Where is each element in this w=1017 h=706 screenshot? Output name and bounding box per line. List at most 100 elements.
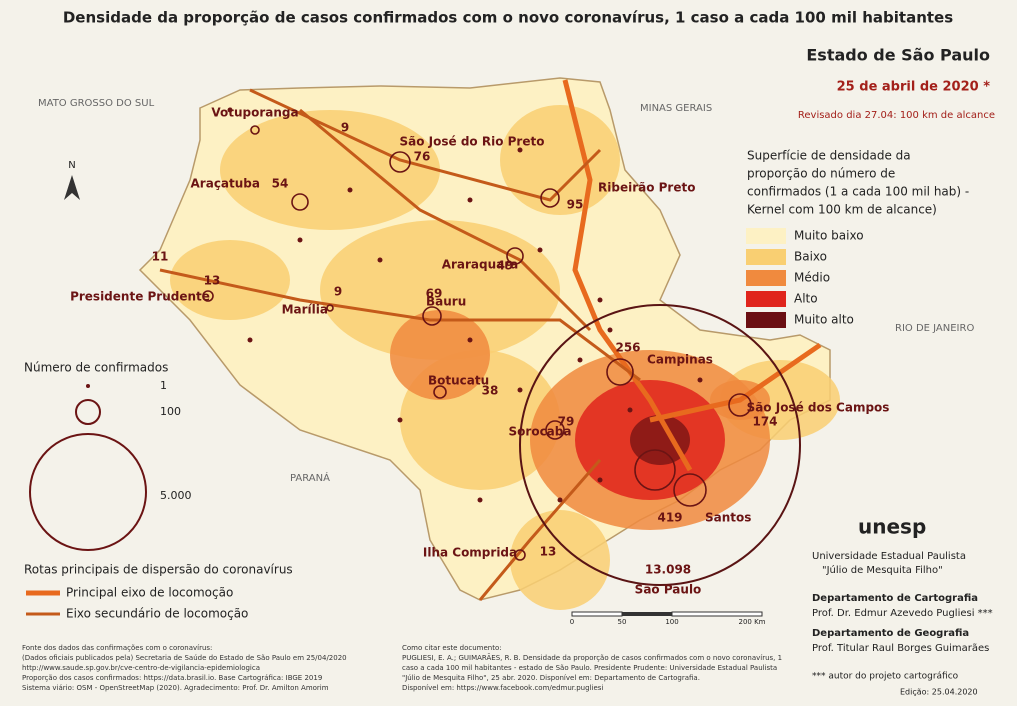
legend-label: Muito baixo xyxy=(794,229,864,243)
city-value: 54 xyxy=(272,177,289,191)
city-name: Araraquara xyxy=(442,258,519,272)
city-symbol xyxy=(606,358,634,386)
city-name: Campinas xyxy=(647,353,713,367)
city-value: 69 xyxy=(426,287,443,301)
city-value: 13 xyxy=(540,545,557,559)
city-value: 38 xyxy=(482,384,499,398)
city-dot xyxy=(227,107,233,113)
city-symbol xyxy=(250,125,260,135)
source-line: (Dados oficiais publicados pela) Secreta… xyxy=(22,654,347,662)
legend-title: Rotas principais de dispersão do coronav… xyxy=(24,563,293,577)
legend-label: Alto xyxy=(794,292,818,306)
city-name: Ilha Comprida xyxy=(423,546,517,560)
city-dot xyxy=(377,257,383,263)
legend-swatch xyxy=(746,291,786,307)
density-area xyxy=(390,310,490,400)
city-name: Bauru xyxy=(426,295,466,309)
city-dot xyxy=(517,147,523,153)
logo: unesp xyxy=(858,515,926,539)
citation-line: PUGLIESI, E. A.; GUIMARÃES, R. B. Densid… xyxy=(402,653,782,662)
legend-symbol xyxy=(29,433,147,551)
city-dot xyxy=(517,387,523,393)
city-dot xyxy=(397,417,403,423)
density-area xyxy=(500,105,620,215)
neighbor-label: MINAS GERAIS xyxy=(640,103,712,114)
city-value: 13 xyxy=(204,274,221,288)
city-symbol xyxy=(389,151,411,173)
secondary-route xyxy=(159,268,641,382)
city-name: São Paulo xyxy=(635,583,702,597)
density-area xyxy=(320,220,560,360)
city-name: Sorocaba xyxy=(509,425,572,439)
city-dot xyxy=(467,337,473,343)
sources: Fonte dos dados das confirmações com o c… xyxy=(22,644,347,692)
legend-title: Número de confirmados xyxy=(24,361,168,375)
city-name: Araçatuba xyxy=(191,177,260,191)
city-name: Votuporanga xyxy=(211,106,298,120)
city-value: 76 xyxy=(414,150,431,164)
neighbor-label: PARANÁ xyxy=(290,471,330,484)
city-value: 174 xyxy=(752,415,777,429)
legend-label: Baixo xyxy=(794,250,827,264)
credit-line: *** autor do projeto cartográfico xyxy=(812,672,959,682)
city-dot xyxy=(477,497,483,503)
scale-segment xyxy=(671,611,763,617)
density-area xyxy=(170,240,290,320)
region: Estado de São Paulo xyxy=(806,46,990,65)
city-value: 9 xyxy=(334,285,342,299)
scale-segment xyxy=(622,612,672,616)
main-route xyxy=(649,342,822,423)
city-value: 49 xyxy=(497,259,514,273)
city-symbol xyxy=(673,473,707,507)
legend-swatch xyxy=(746,228,786,244)
legend-label: Muito alto xyxy=(794,313,854,327)
legend-symbol xyxy=(86,384,90,388)
city-symbol xyxy=(514,549,526,561)
secondary-route xyxy=(299,108,592,332)
credit-line: Departamento de Cartografia xyxy=(812,593,978,604)
city-symbol xyxy=(202,290,214,302)
city-dot xyxy=(597,297,603,303)
city-symbol xyxy=(545,420,565,440)
revision: Revisado dia 27.04: 100 km de alcance xyxy=(798,110,995,121)
legend-swatch xyxy=(746,270,786,286)
date: 25 de abril de 2020 * xyxy=(837,80,991,95)
citation: Como citar este documento:PUGLIESI, E. A… xyxy=(402,644,782,692)
credit-line: "Júlio de Mesquita Filho" xyxy=(822,564,943,576)
city-symbol xyxy=(433,385,447,399)
source-line: Fonte dos dados das confirmações com o c… xyxy=(22,644,212,652)
city-dot xyxy=(577,357,583,363)
scale-segment xyxy=(571,611,623,617)
city-dot xyxy=(297,237,303,243)
legend-swatch xyxy=(746,249,786,265)
title: Densidade da proporção de casos confirma… xyxy=(63,9,953,27)
citation-line: Disponível em: https://www.facebook.com/… xyxy=(402,684,603,692)
city-value: 11 xyxy=(152,250,169,264)
city-symbol xyxy=(506,247,524,265)
citation-line: caso a cada 100 mil habitantes - estado … xyxy=(402,664,777,672)
city-dot xyxy=(597,477,603,483)
city-dot xyxy=(247,337,253,343)
city-symbol xyxy=(326,304,334,312)
city-name: Santos xyxy=(705,511,751,525)
city-symbol xyxy=(422,306,442,326)
density-area xyxy=(510,510,610,610)
city-dot xyxy=(467,197,473,203)
legend-title: confirmados (1 a cada 100 mil hab) - xyxy=(747,185,969,199)
legend-symbol xyxy=(75,399,101,425)
legend-title: Superfície de densidade da xyxy=(747,149,911,163)
city-name: Marília xyxy=(282,303,328,317)
city-value: 95 xyxy=(567,198,584,212)
city-dot xyxy=(537,247,543,253)
city-dot xyxy=(607,327,613,333)
city-symbol xyxy=(291,193,309,211)
neighbor-label: RIO DE JANEIRO xyxy=(895,323,974,334)
scale-label: 50 xyxy=(618,618,627,626)
scale-bar: 0 50 100 200 Km xyxy=(570,611,766,626)
neighbor-label: MATO GROSSO DO SUL xyxy=(38,98,155,109)
north-arrow xyxy=(64,175,80,200)
confirmed-legend: Número de confirmados 1 100 5.000 xyxy=(24,361,192,551)
credit-line: Prof. Titular Raul Borges Guimarães xyxy=(812,643,989,654)
legend-title: proporção do número de xyxy=(747,167,895,181)
